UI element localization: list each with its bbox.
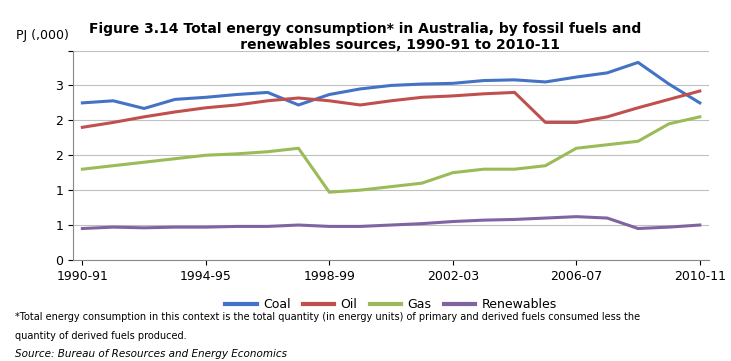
Text: Source: Bureau of Resources and Energy Economics: Source: Bureau of Resources and Energy E… <box>15 349 287 360</box>
Legend: Coal, Oil, Gas, Renewables: Coal, Oil, Gas, Renewables <box>221 293 561 316</box>
Text: Figure 3.14 Total energy consumption* in Australia, by fossil fuels and
        : Figure 3.14 Total energy consumption* in… <box>89 22 642 52</box>
Text: PJ (,000): PJ (,000) <box>16 29 69 42</box>
Text: *Total energy consumption in this context is the total quantity (in energy units: *Total energy consumption in this contex… <box>15 312 640 322</box>
Text: quantity of derived fuels produced.: quantity of derived fuels produced. <box>15 331 186 342</box>
